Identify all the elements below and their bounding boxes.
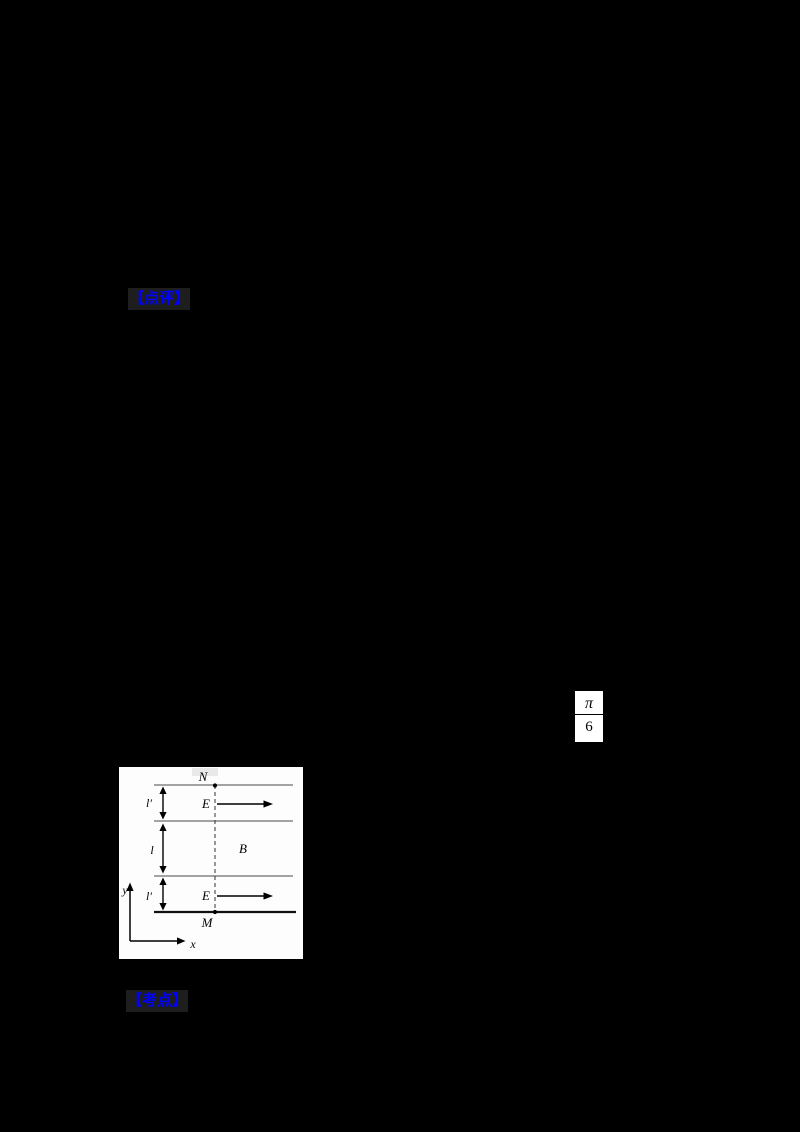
label-point-m: M (201, 915, 214, 930)
length-arrow-middle (159, 823, 167, 874)
scan-artifact (192, 768, 218, 776)
fraction-denominator: 6 (585, 719, 593, 735)
label-length-middle: l (150, 843, 154, 857)
physics-figure: N E l′ l B l′ E M y x (119, 767, 303, 959)
label-e-field-bottom: E (201, 888, 210, 903)
length-arrow-bottom (159, 877, 167, 911)
point-n-dot (212, 783, 218, 788)
kaodian-tag: 【考点】 (126, 990, 189, 1012)
label-b-field: B (239, 841, 247, 856)
e-field-arrow-bottom (217, 892, 273, 900)
dianping-tag: 【点评】 (128, 288, 191, 310)
fraction-numerator: π (575, 691, 603, 715)
label-y-axis: y (121, 883, 128, 897)
point-m-dot (212, 909, 218, 915)
label-length-bottom: l′ (146, 889, 152, 903)
e-field-arrow-top (217, 800, 273, 808)
label-point-n: N (198, 769, 209, 784)
pi-over-6-fraction: π 6 (575, 691, 603, 742)
label-length-top: l′ (146, 796, 152, 810)
x-axis-arrow (130, 937, 186, 945)
y-axis-arrow (126, 882, 134, 941)
label-e-field-top: E (201, 796, 210, 811)
length-arrow-top (159, 786, 167, 820)
label-x-axis: x (189, 937, 196, 951)
